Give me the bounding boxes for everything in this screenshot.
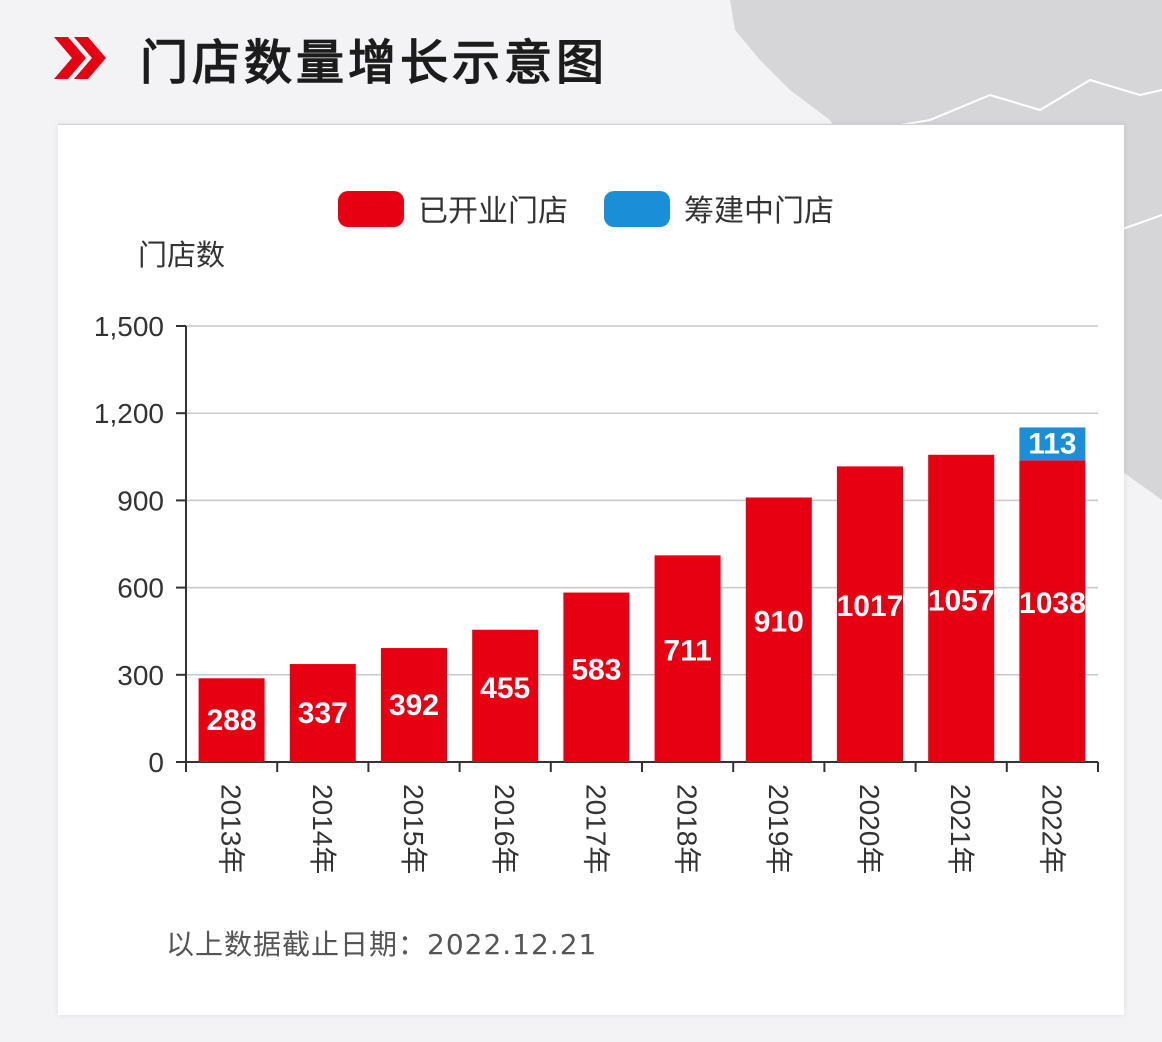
bar-opened: [1019, 460, 1086, 762]
y-axis-label: 门店数: [138, 238, 225, 272]
bar-opened: [928, 454, 995, 762]
y-tick-label: 300: [117, 660, 164, 691]
chart-card: 已开业门店 筹建中门店门店数 0 300 600 900 1,200 1,500 288 2013…: [58, 124, 1124, 1015]
bar-value-label: 583: [571, 653, 621, 686]
bar-opened: [563, 592, 630, 762]
y-tick-label: 900: [117, 485, 164, 516]
bar-value-label: 288: [207, 704, 257, 737]
x-tick-label: 2018年: [672, 784, 703, 874]
bar-opened: [289, 664, 356, 762]
x-tick-label: 2014年: [307, 784, 338, 874]
bar-opened: [381, 648, 447, 762]
bar-value-label: 711: [663, 635, 711, 668]
bar-value-label: 337: [298, 697, 348, 730]
bar-planned: [1019, 427, 1086, 461]
double-chevron-right-icon: [54, 37, 106, 79]
data-date-footnote: 以上数据截止日期：2022.12.21: [166, 928, 598, 961]
x-tick-label: 2022年: [1036, 784, 1067, 874]
bar-value-label: 910: [754, 606, 804, 639]
legend-swatch-2: [604, 191, 670, 227]
x-tick-label: 2017年: [580, 784, 611, 874]
legend-swatch-1: [338, 191, 404, 227]
bar-opened: [745, 497, 812, 762]
bar-value-label: 113: [1028, 427, 1076, 460]
x-tick-label: 2020年: [854, 784, 885, 874]
bar-opened: [472, 629, 539, 762]
bar-value-label: 1038: [1019, 587, 1086, 620]
x-tick-label: 2015年: [398, 784, 429, 874]
y-tick-label: 0: [148, 747, 164, 778]
bar-value-label: 455: [480, 672, 530, 705]
legend-label-2: 筹建中门店: [684, 194, 834, 229]
bar-value-label: 392: [389, 689, 439, 722]
legend-label-1: 已开业门店: [418, 194, 568, 229]
y-tick-label: 1,200: [94, 398, 164, 429]
bar-opened: [837, 466, 903, 762]
x-tick-label: 2013年: [216, 784, 247, 874]
page-header: 门店数量增长示意图: [52, 18, 608, 98]
x-tick-label: 2016年: [489, 784, 520, 874]
x-tick-label: 2021年: [945, 784, 976, 874]
bar-value-label: 1017: [837, 590, 904, 623]
y-tick-label: 600: [117, 573, 164, 604]
page-title: 门店数量增长示意图: [140, 35, 609, 91]
bar-value-label: 1057: [928, 584, 995, 617]
x-tick-label: 2019年: [763, 784, 794, 874]
y-tick-label: 1,500: [94, 311, 164, 342]
bar-opened: [654, 555, 721, 762]
bar-opened: [198, 678, 265, 762]
